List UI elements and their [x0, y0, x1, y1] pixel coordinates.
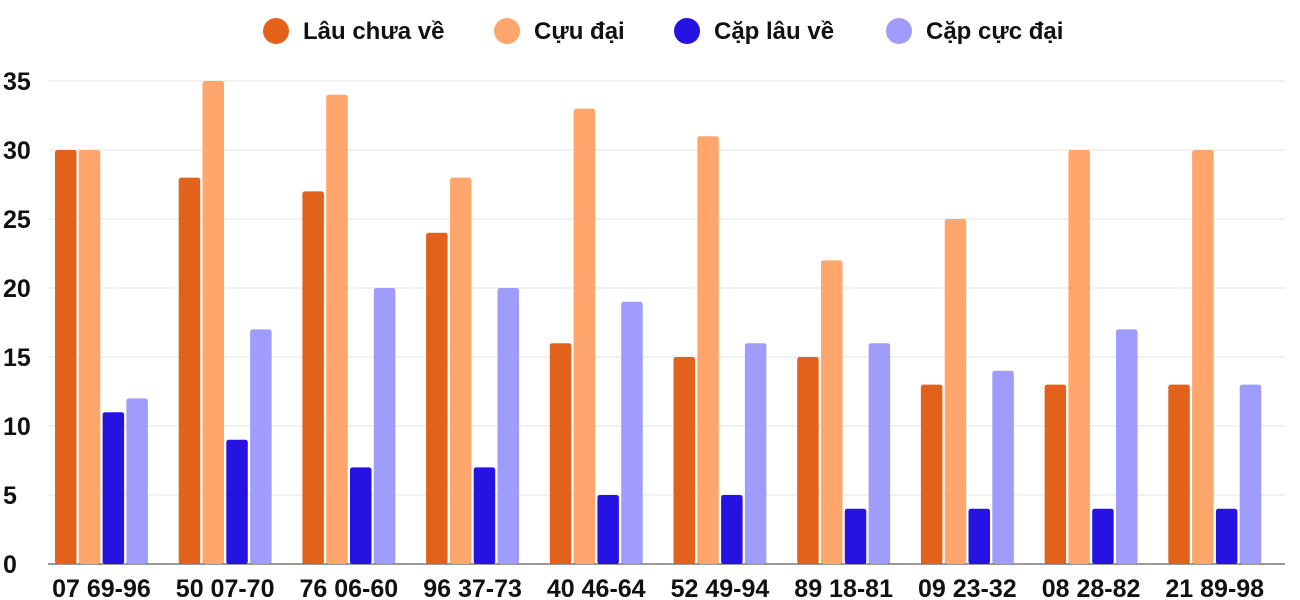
bar-group: [302, 94, 396, 565]
x-tick-label: 96 37-73: [423, 575, 522, 600]
bar: [350, 467, 372, 564]
bars: [55, 81, 1262, 565]
bar: [1168, 384, 1190, 564]
x-tick-label: 50 07-70: [176, 575, 275, 600]
bar: [426, 232, 448, 565]
bar: [868, 343, 891, 564]
bar: [1044, 384, 1067, 564]
bar: [449, 177, 472, 564]
legend: Lâu chưa về Cựu đại Cặp lâu về Cặp cực đại: [263, 18, 1063, 45]
legend-label: Cặp cực đại: [926, 18, 1063, 45]
y-tick-label: 15: [3, 344, 31, 372]
bar: [250, 329, 272, 564]
bar: [968, 508, 990, 564]
bar: [1192, 150, 1214, 564]
bar: [1068, 150, 1090, 564]
y-tick-label: 25: [3, 206, 31, 234]
bar-group: [426, 177, 519, 565]
legend-item: Lâu chưa về: [263, 18, 444, 45]
legend-label: Cặp lâu về: [714, 18, 834, 45]
bar: [697, 136, 719, 564]
bar: [55, 150, 77, 564]
y-tick-label: 35: [3, 68, 31, 96]
bar: [920, 384, 943, 564]
bar: [102, 412, 125, 564]
x-tick-label: 09 23-32: [918, 575, 1017, 600]
bar-group: [549, 108, 643, 564]
x-tick-label: 40 46-64: [547, 575, 646, 600]
bar-group: [55, 150, 148, 564]
y-tick-label: 30: [3, 137, 31, 165]
x-tick-label: 07 69-96: [52, 575, 151, 600]
bar: [721, 495, 743, 564]
bar: [302, 191, 324, 564]
bar: [673, 357, 695, 564]
bar: [797, 357, 819, 564]
bar: [1116, 329, 1138, 564]
bar: [497, 288, 519, 564]
bar: [844, 508, 867, 564]
legend-swatch: [674, 18, 700, 44]
x-tick-label: 21 89-98: [1165, 575, 1264, 600]
x-tick-label: 52 49-94: [671, 575, 770, 600]
bar: [226, 439, 248, 564]
legend-swatch: [494, 18, 520, 44]
bar: [473, 467, 496, 564]
y-axis: 0 5 10 15 20 25 30 35: [3, 68, 31, 579]
legend-item: Cựu đại: [494, 18, 625, 45]
bar: [1239, 384, 1262, 564]
x-tick-label: 08 28-82: [1042, 575, 1141, 600]
bar-group: [797, 260, 891, 564]
x-tick-label: 89 18-81: [794, 575, 893, 600]
legend-item: Cặp cực đại: [886, 18, 1063, 45]
y-tick-label: 0: [3, 551, 17, 579]
bar: [373, 288, 396, 564]
bar: [326, 94, 348, 565]
bar: [78, 150, 101, 564]
y-tick-label: 20: [3, 275, 31, 303]
bar: [992, 370, 1014, 564]
bar: [621, 301, 643, 564]
bar: [178, 177, 201, 564]
bar-group: [1168, 150, 1262, 564]
y-tick-label: 5: [3, 482, 17, 510]
bar: [1215, 508, 1238, 564]
x-axis: 07 69-96 50 07-70 76 06-60 96 37-73 40 46-64…: [52, 575, 1264, 600]
y-tick-label: 10: [3, 413, 31, 441]
bar: [549, 343, 572, 564]
bar: [944, 219, 967, 564]
legend-swatch: [886, 18, 912, 44]
bar-group: [178, 81, 272, 564]
legend-label: Cựu đại: [534, 18, 625, 45]
legend-label: Lâu chưa về: [303, 18, 444, 45]
bar: [744, 343, 767, 564]
bar-group: [673, 136, 767, 564]
x-tick-label: 76 06-60: [299, 575, 398, 600]
bar-group: [920, 219, 1014, 564]
bar-group: [1044, 150, 1138, 564]
bar: [126, 398, 148, 564]
bar: [202, 81, 224, 564]
bar: [821, 260, 843, 564]
legend-swatch: [263, 18, 289, 44]
bar: [597, 495, 619, 564]
legend-item: Cặp lâu về: [674, 18, 834, 45]
bar: [1092, 508, 1114, 564]
bar: [573, 108, 596, 564]
